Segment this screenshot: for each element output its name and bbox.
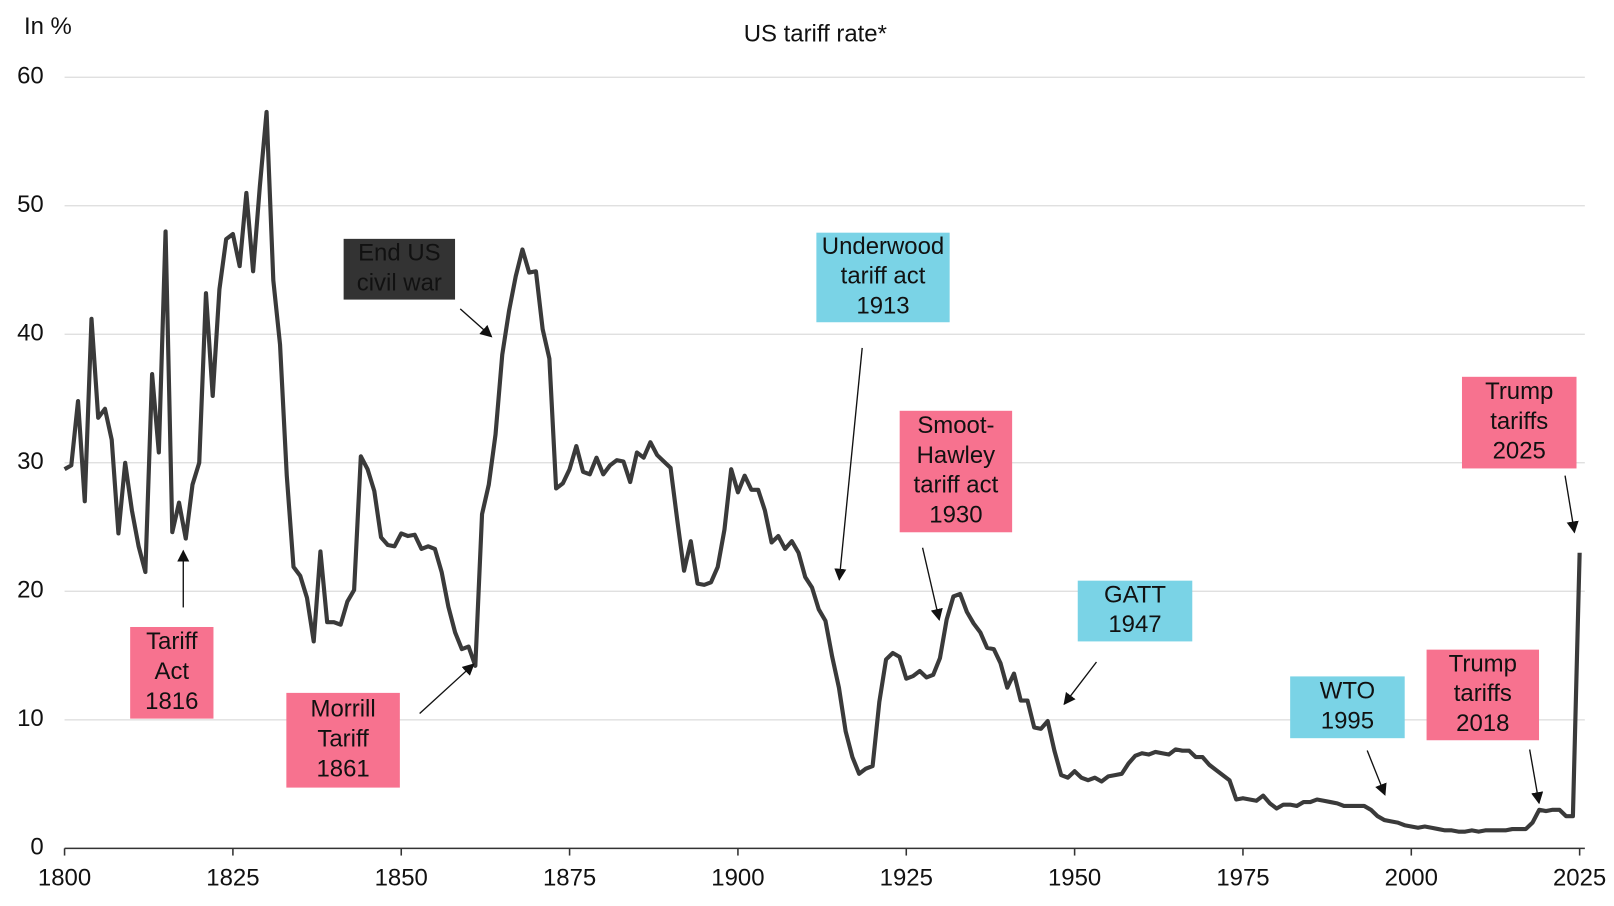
- x-tick-label: 1850: [375, 865, 428, 892]
- y-tick-label: 30: [17, 448, 44, 475]
- x-tick-label: 1800: [38, 865, 91, 892]
- annotation: GATT 1947: [1063, 580, 1193, 706]
- annotation-text: 1816: [145, 688, 198, 715]
- annotation-box: [343, 238, 456, 300]
- annotation-box: [286, 692, 400, 788]
- annotation-arrow: [459, 308, 493, 338]
- annotation: Underwood tariff act 1913: [816, 232, 950, 581]
- x-tick-label: 2000: [1385, 865, 1438, 892]
- annotation-arrow: [419, 663, 475, 714]
- annotation-box: [1290, 676, 1405, 739]
- annotation-box: [816, 232, 950, 323]
- annotation-text: tariff act: [914, 472, 999, 499]
- annotation-text: Underwood: [822, 233, 944, 260]
- annotation-arrow: [834, 347, 863, 581]
- annotation-arrow: [1564, 475, 1579, 534]
- x-tick-label: 1950: [1048, 865, 1101, 892]
- annotation: End US civil war: [343, 238, 493, 338]
- annotation-text: 1947: [1108, 611, 1161, 638]
- x-tick-label: 2025: [1553, 865, 1606, 892]
- annotation: WTO 1995: [1290, 676, 1405, 796]
- annotation-text: GATT: [1104, 581, 1166, 608]
- y-tick-label: 60: [17, 63, 44, 90]
- annotation: Trump tariffs 2018: [1426, 649, 1544, 805]
- annotation-text: 1913: [856, 293, 909, 320]
- x-tick-label: 1925: [880, 865, 933, 892]
- annotation-text: tariffs: [1490, 408, 1548, 435]
- annotation-box: [130, 626, 214, 719]
- annotation-box: [1077, 580, 1193, 642]
- annotation-arrow: [1366, 750, 1387, 796]
- annotation-text: Smoot-: [917, 412, 994, 439]
- y-tick-label: 40: [17, 320, 44, 347]
- annotation-text: 1995: [1321, 708, 1374, 735]
- annotation-box: [1426, 649, 1540, 741]
- x-tick-label: 1875: [543, 865, 596, 892]
- x-tick-label: 1825: [206, 865, 259, 892]
- annotation: Tariff Act 1816: [130, 549, 214, 719]
- annotation-text: Tariff: [317, 726, 369, 753]
- annotation-arrow: [1063, 661, 1098, 706]
- x-tick-label: 1975: [1216, 865, 1269, 892]
- annotation-arrow: [921, 547, 943, 621]
- annotation-text: Trump: [1449, 650, 1517, 677]
- annotation-arrow: [1528, 749, 1544, 805]
- annotation-text: 1861: [316, 755, 369, 782]
- annotation-text: End US: [358, 240, 440, 267]
- annotation-text: tariffs: [1454, 680, 1512, 707]
- annotation-text: Morrill: [311, 696, 376, 723]
- annotation-text: Hawley: [917, 442, 996, 469]
- y-tick-label: 50: [17, 191, 44, 218]
- y-tick-label: 20: [17, 577, 44, 604]
- annotation-text: 1930: [929, 502, 982, 529]
- annotation-text: Act: [155, 658, 190, 685]
- annotation-text: 2018: [1456, 710, 1509, 737]
- y-tick-label: 0: [30, 834, 43, 861]
- x-tick-label: 1900: [711, 865, 764, 892]
- annotation-text: 2025: [1493, 438, 1546, 465]
- data-line: [63, 109, 1582, 834]
- annotation-box: [899, 410, 1013, 533]
- annotation-text: Trump: [1485, 378, 1553, 405]
- annotation-text: civil war: [357, 270, 442, 297]
- y-tick-label: 10: [17, 705, 44, 732]
- y-axis-label: In %: [24, 13, 72, 40]
- annotation-text: WTO: [1320, 678, 1375, 705]
- annotation-text: tariff act: [841, 263, 926, 290]
- annotation: Trump tariffs 2025: [1461, 376, 1579, 534]
- chart-title: US tariff rate*: [744, 20, 887, 47]
- annotation: Smoot- Hawley tariff act 1930: [899, 410, 1013, 621]
- annotation-box: [1461, 376, 1577, 469]
- annotation-text: Tariff: [146, 628, 198, 655]
